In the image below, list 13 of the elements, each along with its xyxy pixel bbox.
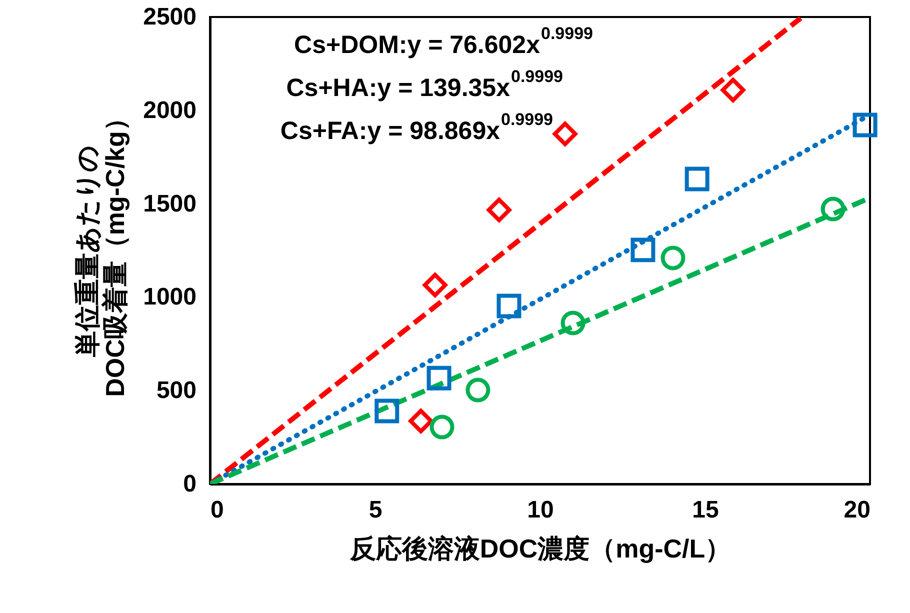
x-tick-label: 10: [527, 496, 554, 524]
y-tick-label: 1500: [143, 190, 196, 218]
y-axis-title: 単位重量あたりの DOC吸着量（mg-C/kg）: [72, 105, 130, 397]
x-tick-label: 0: [210, 496, 224, 524]
y-tick-label: 1000: [143, 284, 196, 311]
y-tick-label: 500: [156, 377, 196, 404]
y-tick-label: 2000: [143, 96, 196, 124]
y-tick-label: 0: [183, 470, 196, 498]
x-tick-label: 20: [844, 496, 870, 524]
x-axis-title: 反応後溶液DOC濃度（mg-C/L）: [348, 534, 732, 564]
y-tick-label: 2500: [143, 4, 196, 30]
x-tick-label: 15: [692, 496, 719, 524]
x-tick-label: 5: [368, 496, 382, 524]
